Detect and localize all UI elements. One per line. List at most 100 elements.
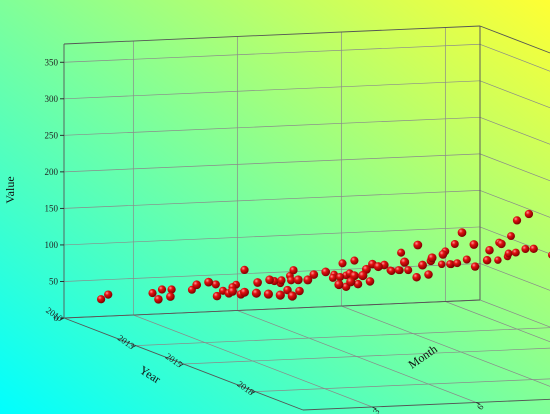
data-point xyxy=(507,232,515,241)
data-point xyxy=(295,286,304,296)
data-point xyxy=(521,245,530,253)
points-layer xyxy=(96,209,550,304)
data-point xyxy=(287,276,296,285)
data-point xyxy=(462,255,471,264)
x-tick-mark xyxy=(179,363,184,367)
z-tick-label: 100 xyxy=(45,240,59,250)
data-point xyxy=(303,275,313,285)
data-point xyxy=(211,280,220,289)
data-point xyxy=(438,250,448,259)
data-point xyxy=(346,277,356,287)
data-point xyxy=(469,240,479,249)
data-point xyxy=(494,256,502,264)
gridline-z xyxy=(479,299,550,328)
z-tick-label: 150 xyxy=(45,203,59,213)
gridline-z xyxy=(479,263,550,291)
data-point xyxy=(240,287,249,297)
data-point xyxy=(275,290,285,300)
data-point xyxy=(358,270,368,281)
data-point xyxy=(96,295,106,304)
x-tick-mark xyxy=(131,345,136,349)
data-point xyxy=(497,239,506,249)
z-tick-label: 300 xyxy=(45,94,59,104)
gridline-z xyxy=(479,153,550,182)
data-point xyxy=(524,209,534,219)
gridline-x-floor xyxy=(255,378,550,392)
data-point xyxy=(166,292,175,301)
data-point xyxy=(470,262,480,271)
data-point xyxy=(283,285,292,295)
data-point xyxy=(148,289,157,298)
data-point xyxy=(482,256,492,265)
z-tick-label: 50 xyxy=(49,276,59,286)
data-point xyxy=(485,245,494,255)
x-tick-mark xyxy=(250,391,256,395)
data-point xyxy=(277,276,286,285)
data-point xyxy=(253,278,262,287)
gridline-z xyxy=(479,117,550,145)
data-point xyxy=(154,295,163,304)
data-point xyxy=(321,267,331,277)
y-tick-label: 6 xyxy=(475,402,486,412)
data-point xyxy=(400,257,410,267)
data-point xyxy=(529,244,538,253)
data-point xyxy=(437,260,446,269)
gridline-z xyxy=(479,43,550,72)
data-point xyxy=(397,248,406,257)
data-point xyxy=(511,248,520,257)
data-point xyxy=(328,273,337,282)
data-point xyxy=(157,285,167,294)
data-point xyxy=(289,266,298,275)
data-point xyxy=(350,256,359,265)
data-point xyxy=(309,270,319,279)
data-point xyxy=(427,253,437,263)
gridline-z xyxy=(479,226,550,255)
data-point xyxy=(404,266,413,275)
y-tick-mark xyxy=(372,406,377,410)
data-point xyxy=(287,291,297,301)
data-point xyxy=(387,267,396,275)
z-tick-label: 250 xyxy=(45,130,59,140)
data-point xyxy=(353,279,363,289)
data-point xyxy=(450,240,459,248)
data-point xyxy=(365,277,375,286)
data-point xyxy=(240,265,249,275)
data-point xyxy=(204,277,214,287)
data-point xyxy=(373,262,383,272)
data-point xyxy=(228,286,237,296)
gridline-y-floor xyxy=(445,301,550,343)
data-point xyxy=(251,288,261,298)
gridline-z xyxy=(479,190,550,218)
data-point xyxy=(457,228,467,237)
gridline-z xyxy=(479,80,550,109)
data-point xyxy=(293,275,303,285)
x-tick-mark xyxy=(59,317,65,321)
data-point xyxy=(512,216,522,225)
z-tick-label: 200 xyxy=(45,167,59,177)
z-axis-title: Value xyxy=(3,176,17,203)
data-point xyxy=(418,260,427,270)
data-point xyxy=(412,272,421,282)
z-tick-label: 350 xyxy=(45,57,59,67)
data-point xyxy=(336,272,345,282)
data-point xyxy=(394,266,403,275)
floor-back-edge xyxy=(63,299,481,319)
data-point xyxy=(424,270,433,279)
data-point xyxy=(212,291,222,301)
data-point xyxy=(265,275,274,285)
top-right-edge xyxy=(479,25,550,54)
data-point xyxy=(263,289,273,299)
data-point xyxy=(338,259,347,268)
data-point xyxy=(167,285,176,294)
data-point xyxy=(334,279,344,290)
data-point xyxy=(192,280,202,290)
gridline-x-floor xyxy=(135,327,550,346)
data-point xyxy=(413,240,423,250)
data-point xyxy=(104,290,113,299)
gridline-x-floor xyxy=(183,347,550,365)
data-point xyxy=(453,259,462,268)
data-point xyxy=(446,260,455,269)
top-left-edge xyxy=(63,25,481,45)
z-tick-label: 0 xyxy=(54,313,59,323)
data-point xyxy=(504,249,513,258)
